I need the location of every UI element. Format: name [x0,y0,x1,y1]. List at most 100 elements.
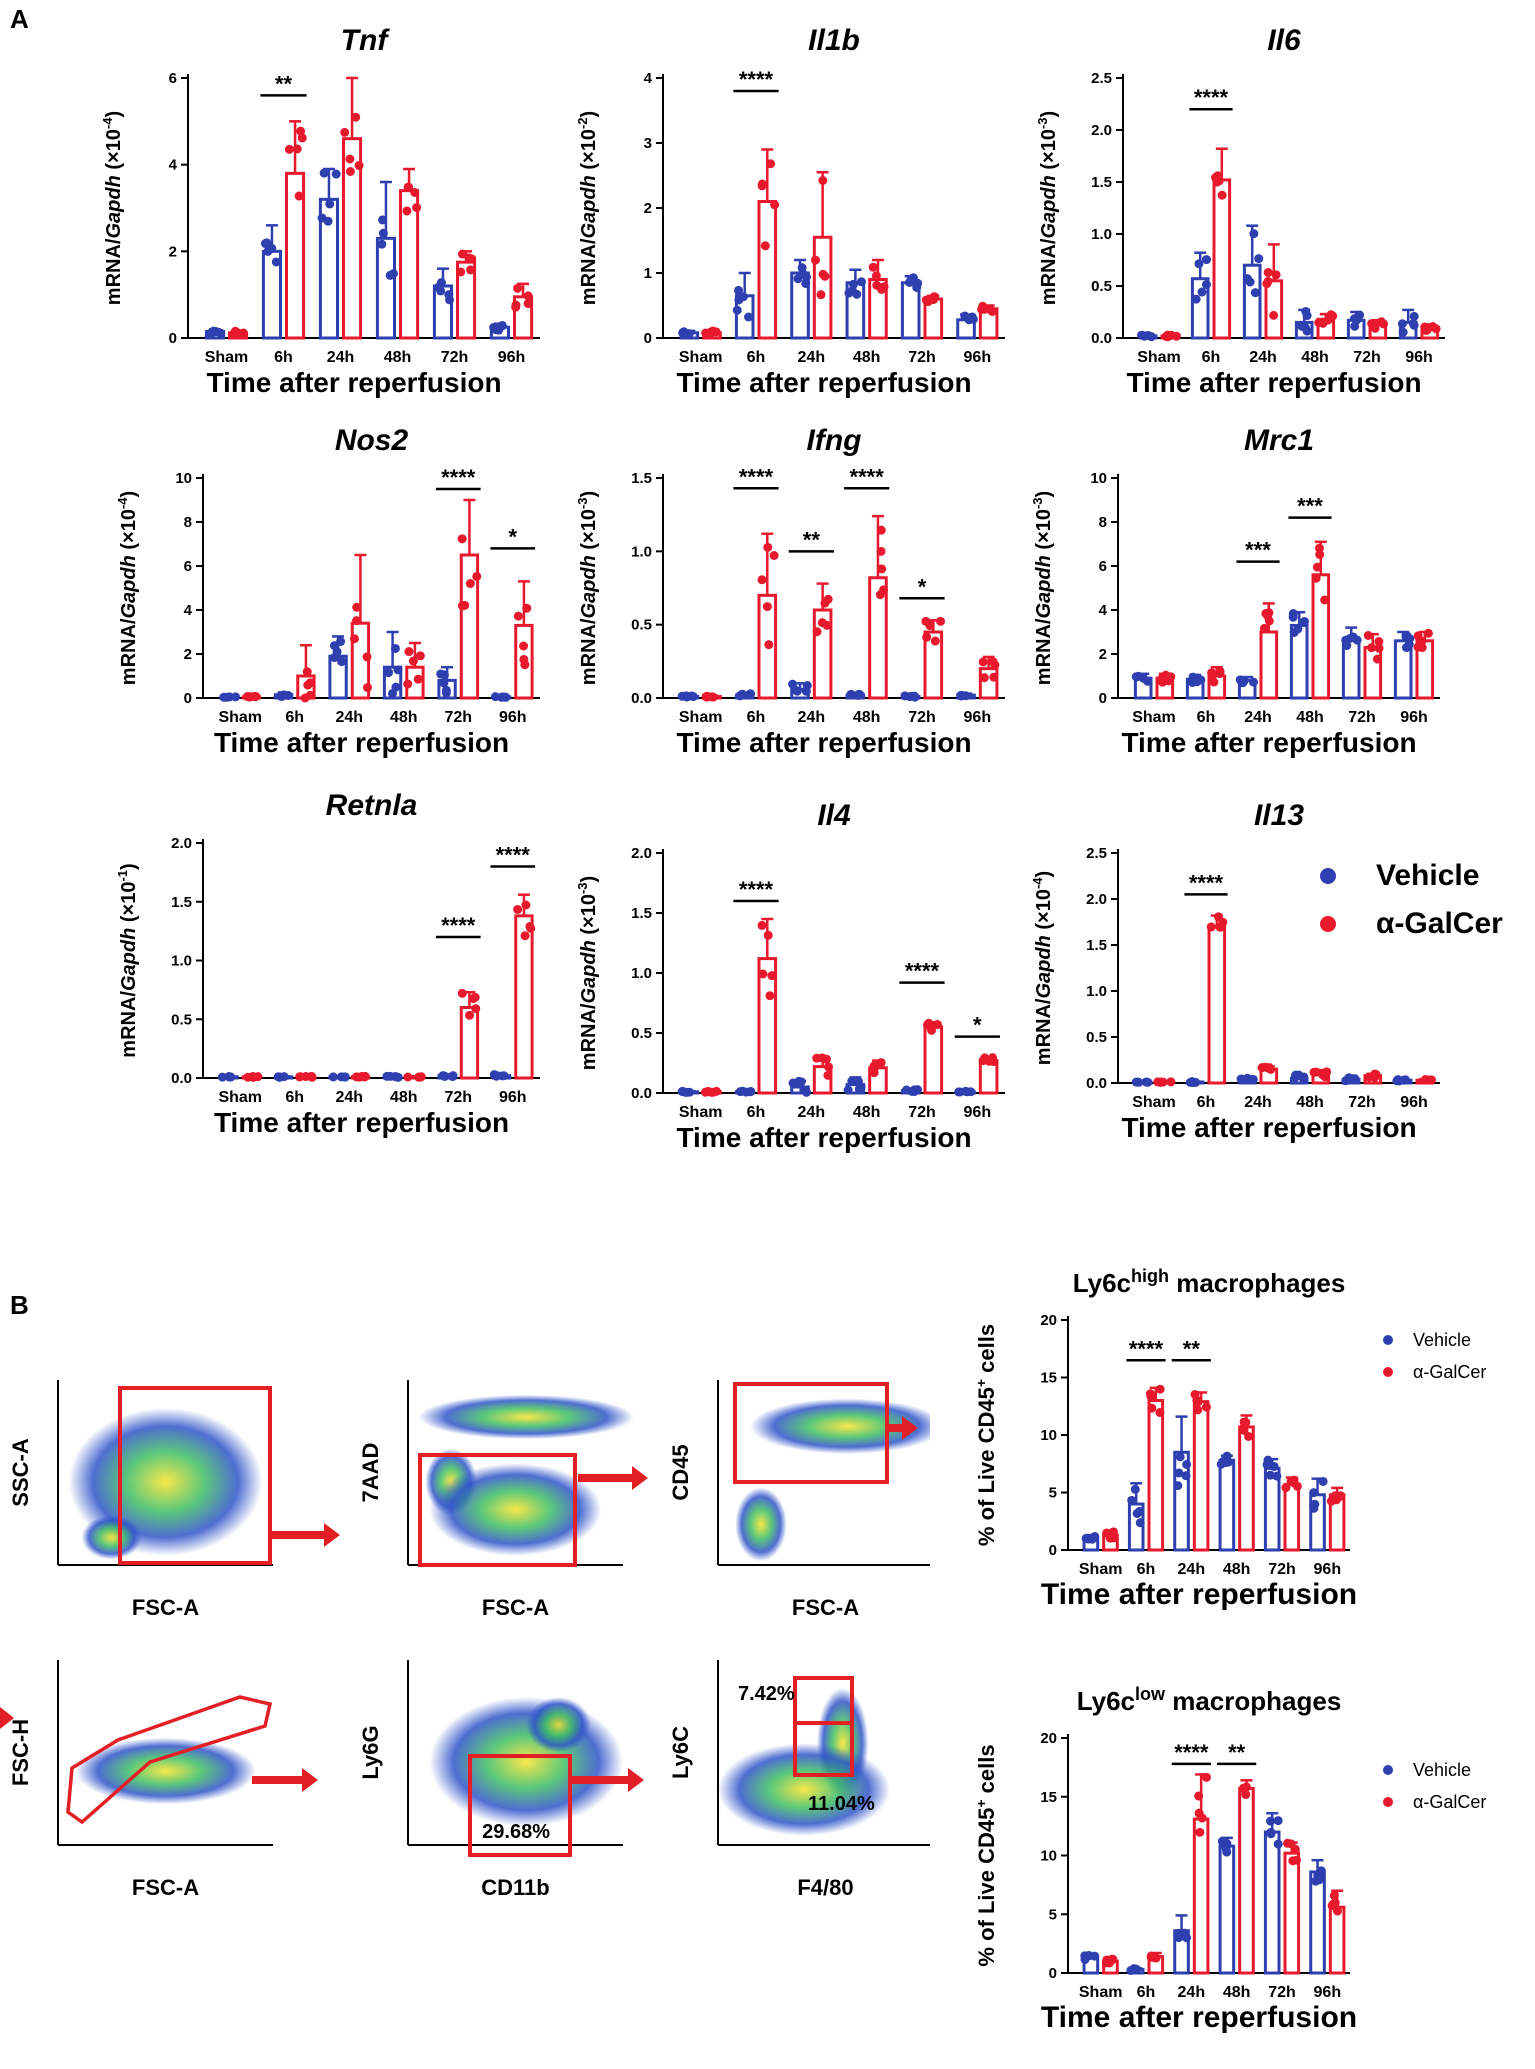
y-tick-label: 0.0 [1086,1075,1107,1092]
flow-density-cloud [718,1743,890,1836]
y-tick-label: 5 [1049,1485,1057,1502]
legend-ly6c-low: Vehicle α-GalCer [1383,1754,1486,1818]
data-point [1342,641,1352,651]
data-point [1367,643,1377,653]
data-point [1263,268,1273,278]
chart-title: Il13 [1254,799,1304,832]
data-point [456,267,466,277]
legend-label-vehicle: Vehicle [1413,1329,1472,1350]
data-point [467,254,477,264]
data-point [822,620,832,630]
x-tick-label: Sham [1079,1984,1123,2001]
flow-gating-panel: SSC-A FSC-A 7AAD FSC-A CD45 FSC-A FSC-H FSC-A Ly… [0,1380,930,1900]
data-point [678,1086,688,1096]
data-point [810,255,820,265]
arrow-entry-head [0,1707,14,1729]
y-tick-label: 0 [169,330,177,347]
data-point [1397,319,1407,329]
bar-agalcer [812,235,833,340]
data-point [1292,1481,1302,1491]
agalcer-marker-icon [1383,1367,1393,1377]
data-point [737,689,747,699]
data-point [1134,1077,1144,1087]
x-axis-label: Time after reperfusion [1121,1112,1416,1143]
chart-title: Ly6chigh macrophages [1073,1266,1346,1298]
data-point [325,199,335,209]
data-point [1194,259,1204,269]
data-point [1185,1077,1195,1087]
legend-panel-a: Vehicle α-GalCer [1320,852,1503,948]
data-point [1145,1389,1155,1399]
data-point [1262,279,1272,289]
flow-y-label: Ly6G [358,1725,383,1779]
data-point [1372,654,1382,664]
data-point [354,161,364,171]
data-point [1316,1866,1326,1876]
data-point [966,1087,976,1097]
bar-agalcer [456,260,477,340]
x-tick-label: 72h [441,349,469,366]
data-point [415,651,425,661]
data-point [490,692,500,702]
data-point [448,1071,458,1081]
significance-label: **** [441,465,476,490]
chart-retnla: Retnla 0.0 0.5 1.0 1.5 2.0 mRNA/Gapdh (×10-1) S… [115,789,540,1138]
data-point [921,295,931,305]
y-tick-label: 2.0 [631,845,652,862]
data-point [1209,677,1219,687]
data-point [274,1072,284,1082]
data-point [1405,634,1415,644]
x-tick-label: Sham [679,1104,723,1121]
x-tick-label: Sham [679,349,723,366]
data-point [217,1072,227,1082]
data-point [332,647,342,657]
flow-plot-4: FSC-H FSC-A [8,1660,273,1900]
y-tick-label: 1.0 [631,543,652,560]
data-point [1408,319,1418,329]
gate-value-ly6c-high: 7.42% [738,1683,795,1705]
data-point [403,679,413,689]
data-point [436,278,446,288]
x-tick-label: 24h [798,709,826,726]
x-tick-label: 72h [908,1104,936,1121]
data-point [824,1062,834,1072]
data-point [499,1071,509,1081]
bar-agalcer [1212,178,1232,340]
data-point [1417,643,1427,653]
data-point [1261,609,1271,619]
significance-label: **** [496,843,531,868]
data-point [413,674,423,684]
data-point [292,144,302,154]
x-tick-label: 6h [747,1104,766,1121]
y-tick-label: 1.0 [171,953,192,970]
data-point [1269,310,1279,320]
data-point [879,585,889,595]
arrow-3-head [902,1416,918,1440]
y-axis-label: mRNA/Gapdh (×10-2) [575,111,600,305]
y-tick-label: 10 [1090,470,1107,487]
data-point [231,692,241,702]
x-tick-label: 24h [1244,1094,1272,1111]
data-point [1131,1965,1141,1975]
significance-label: ** [1183,1336,1201,1361]
data-point [279,690,289,700]
data-point [1309,1488,1319,1498]
significance-label: ** [275,71,293,96]
legend-ly6c-high: Vehicle α-GalCer [1383,1324,1486,1388]
data-point [352,616,362,626]
data-point [416,1072,426,1082]
data-point [744,312,754,322]
legend-item-vehicle: Vehicle [1383,1324,1486,1356]
x-tick-label: 48h [1301,349,1329,366]
data-point [523,291,533,301]
flow-y-label: CD45 [668,1444,693,1500]
data-point [767,971,777,981]
data-point [1195,1827,1205,1837]
data-point [1102,1528,1112,1538]
bar-vehicle [1218,1844,1236,1975]
data-point [1301,306,1311,316]
y-tick-label: 0.5 [1086,1029,1107,1046]
chart-tnf: Tnf 0 2 4 6 mRNA/Gapdh (×10-4) Sham 6h 24h 48h 72h… [100,24,540,398]
chart-title: Il6 [1267,24,1301,57]
chart-title: Il4 [817,799,851,832]
